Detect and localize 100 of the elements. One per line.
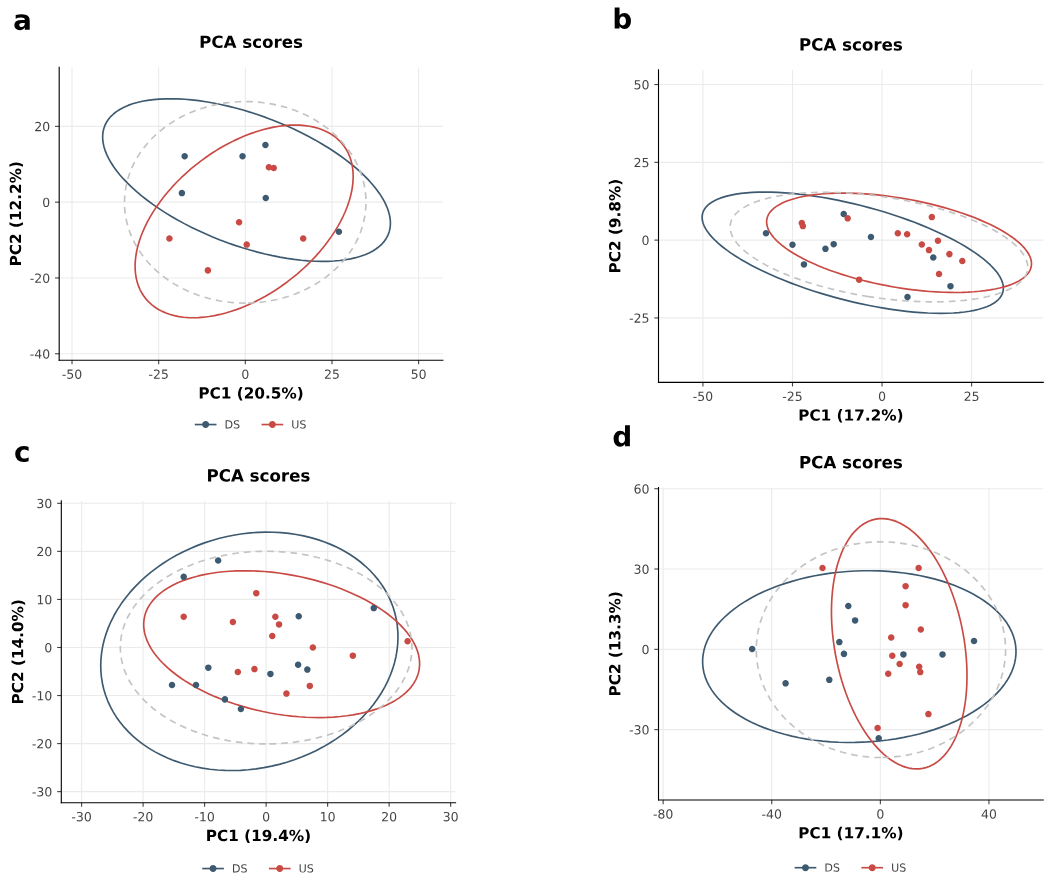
point — [844, 215, 851, 222]
text: d — [613, 425, 630, 447]
y-tick-label: -25 — [629, 313, 649, 323]
point — [904, 293, 911, 301]
x-tick-label: -40 — [762, 809, 782, 819]
point — [335, 228, 343, 235]
point — [855, 276, 863, 283]
y-tick-label: 0 — [642, 644, 649, 655]
point — [928, 213, 936, 221]
point — [889, 652, 896, 660]
x-axis-title: PC1 (19.4%) — [207, 829, 310, 843]
point — [295, 612, 302, 620]
point — [178, 189, 186, 197]
y-axis-title: PC2 (13.3%) — [608, 592, 623, 696]
point — [283, 690, 290, 697]
point — [935, 270, 943, 278]
y-tick-label: -30 — [629, 725, 649, 735]
x-tick-label: 30 — [443, 811, 458, 822]
point — [253, 589, 260, 597]
x-tick-label: -10 — [195, 811, 214, 822]
chart-title: PCA scores — [800, 455, 903, 469]
chart-title: PCA scores — [800, 38, 903, 51]
point — [309, 644, 317, 651]
x-tick-label: -50 — [693, 391, 713, 402]
point — [370, 604, 378, 612]
x-axis-title: PC1 (20.5%) — [199, 386, 303, 401]
point — [299, 235, 307, 242]
x-axis-title: PC1 (17.2%) — [799, 409, 903, 423]
point — [214, 557, 222, 564]
point — [917, 626, 925, 633]
point — [946, 250, 953, 258]
point — [903, 230, 911, 238]
point — [205, 664, 212, 671]
point — [887, 634, 895, 641]
y-tick-label: -40 — [30, 349, 50, 359]
y-tick-label: 60 — [634, 484, 649, 494]
point — [168, 681, 176, 689]
x-tick-label: 0 — [262, 811, 270, 822]
x-tick-label: -30 — [72, 811, 91, 822]
point — [180, 573, 187, 581]
y-tick-label: 30 — [37, 498, 52, 509]
point — [925, 246, 933, 254]
point — [270, 164, 277, 172]
y-tick-label: 0 — [43, 197, 50, 208]
point — [840, 210, 847, 218]
x-tick-label: -20 — [133, 811, 153, 822]
point — [237, 705, 245, 713]
point — [272, 613, 279, 620]
y-axis-title: PC2 (14.0%) — [11, 600, 26, 704]
point — [789, 241, 796, 249]
x-tick-label: 40 — [981, 809, 997, 819]
point — [902, 582, 909, 590]
x-tick-label: 0 — [877, 809, 884, 819]
point — [836, 638, 843, 646]
x-tick-label: 50 — [411, 369, 426, 379]
point — [830, 240, 837, 248]
x-tick-label: -80 — [653, 809, 673, 819]
point — [896, 660, 903, 668]
point — [875, 734, 882, 742]
legend-label: US — [299, 864, 314, 873]
chart-title: PCA scores — [200, 35, 303, 49]
x-tick-label: -25 — [782, 391, 802, 402]
point — [867, 233, 875, 241]
legend-label: DS — [233, 864, 247, 873]
x-tick-label: 0 — [878, 391, 886, 402]
point — [840, 650, 848, 658]
point — [306, 682, 314, 690]
point — [234, 668, 242, 676]
point — [181, 153, 188, 160]
legend-label: US — [892, 863, 906, 872]
y-tick-label: -20 — [32, 739, 52, 749]
x-tick-label: 0 — [242, 369, 249, 379]
point — [894, 230, 902, 237]
y-tick-label: 30 — [634, 564, 649, 574]
y-tick-label: 0 — [45, 642, 52, 653]
point — [262, 194, 270, 202]
y-axis-title: PC2 (12.2%) — [9, 162, 24, 265]
x-tick-label: 10 — [321, 811, 335, 822]
point — [192, 681, 200, 689]
point — [947, 282, 954, 290]
y-tick-label: 25 — [634, 157, 649, 168]
point — [884, 670, 892, 677]
point — [917, 668, 924, 676]
legend-label: DS — [225, 420, 240, 429]
point — [349, 652, 357, 659]
point — [221, 696, 229, 703]
y-tick-label: 50 — [634, 80, 649, 90]
point — [900, 651, 907, 658]
point — [748, 645, 756, 653]
point — [235, 219, 243, 226]
point — [275, 621, 283, 628]
point — [915, 564, 922, 572]
point — [930, 254, 937, 261]
point — [304, 666, 311, 673]
x-axis-title: PC1 (17.1%) — [799, 826, 903, 841]
chart-title: PCA scores — [208, 469, 310, 482]
point — [822, 245, 829, 253]
y-tick-label: -30 — [32, 787, 52, 797]
y-tick-label: -20 — [30, 273, 50, 283]
point — [851, 617, 859, 624]
